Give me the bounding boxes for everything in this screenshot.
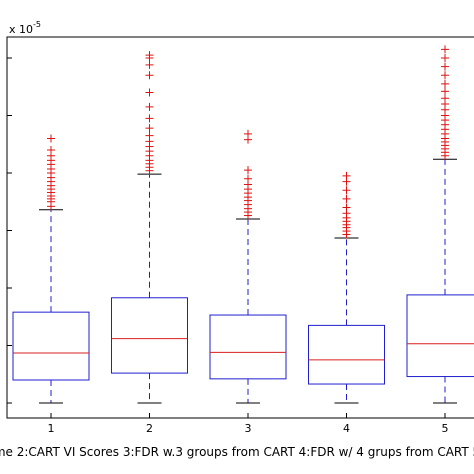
outlier-marker	[342, 203, 351, 212]
outlier-marker	[342, 186, 351, 195]
outlier-marker	[145, 51, 154, 60]
box-4	[308, 171, 385, 404]
outlier-marker	[145, 102, 154, 111]
outlier-marker	[441, 54, 449, 62]
x-tick-label: 3	[245, 422, 252, 435]
outlier-marker	[441, 71, 449, 80]
y-exponent-label: x 10-5	[9, 20, 41, 36]
outlier-marker	[342, 194, 351, 203]
box-iqr	[12, 311, 90, 381]
x-tick-label: 4	[343, 422, 350, 435]
y-exponent-base: x 10	[9, 23, 33, 36]
plot-frame	[6, 36, 474, 419]
y-axis-ticks	[7, 57, 12, 404]
x-tick-label: 5	[442, 422, 449, 435]
outlier-marker	[441, 62, 449, 71]
box-series	[12, 45, 474, 404]
outlier-marker	[244, 166, 252, 175]
outlier-marker	[145, 71, 154, 80]
outlier-marker	[47, 146, 55, 154]
outlier-marker	[441, 45, 449, 54]
box-iqr	[111, 297, 188, 374]
box-2	[111, 51, 188, 404]
box-iqr	[406, 294, 474, 378]
x-tick-label: 2	[146, 422, 153, 435]
x-tick-label: 1	[48, 422, 55, 435]
outlier-marker	[441, 79, 449, 88]
outlier-marker	[145, 131, 154, 140]
box-5	[406, 45, 474, 404]
y-exponent-power: -5	[33, 20, 41, 29]
outlier-marker	[145, 88, 154, 97]
outlier-marker	[244, 174, 252, 183]
outlier-marker	[145, 60, 154, 69]
outlier-marker	[441, 94, 449, 103]
outlier-marker	[145, 124, 154, 133]
outlier-marker	[145, 114, 154, 123]
box-1	[12, 134, 90, 404]
outlier-marker	[441, 87, 449, 96]
x-axis-ticks: 1 2 3 4 5	[48, 413, 449, 435]
outlier-marker	[47, 134, 55, 143]
outlier-marker	[244, 129, 252, 138]
box-3	[209, 129, 287, 404]
box-iqr	[308, 324, 385, 385]
x-axis-label: me 2:CART VI Scores 3:FDR w.3 groups fro…	[0, 445, 474, 459]
outlier-marker	[342, 171, 351, 180]
box-iqr	[209, 314, 287, 380]
